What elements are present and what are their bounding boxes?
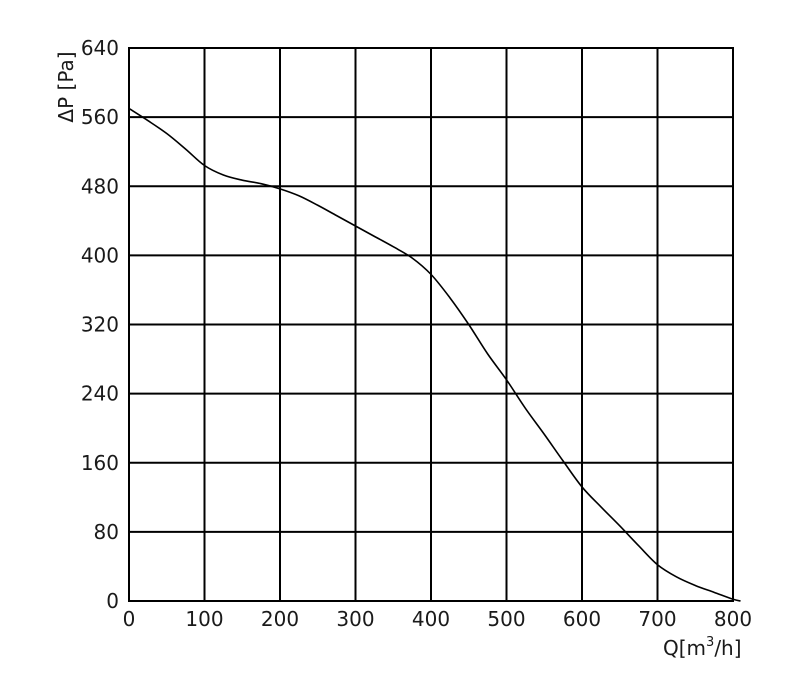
x-axis-label-superscript: 3 bbox=[706, 635, 714, 650]
x-axis-label-tail: /h] bbox=[714, 636, 741, 660]
x-tick-label: 700 bbox=[638, 607, 676, 631]
series-layer bbox=[128, 107, 741, 602]
y-tick-label: 160 bbox=[81, 451, 119, 475]
y-tick-label: 640 bbox=[81, 36, 119, 60]
x-tick-label: 200 bbox=[261, 607, 299, 631]
y-tick-labels: 0 80 160 240 320 400 480 560 640 bbox=[81, 36, 119, 613]
x-axis-label: Q[m3/h] bbox=[663, 635, 742, 660]
y-tick-label: 400 bbox=[81, 243, 119, 267]
y-tick-label: 240 bbox=[81, 382, 119, 406]
y-tick-label: 560 bbox=[81, 105, 119, 129]
x-tick-label: 400 bbox=[412, 607, 450, 631]
plot-frame bbox=[128, 47, 734, 602]
pressure-flow-curve bbox=[128, 107, 741, 602]
x-tick-label: 100 bbox=[185, 607, 223, 631]
x-tick-labels: 0 100 200 300 400 500 600 700 800 bbox=[123, 607, 752, 631]
y-tick-label: 320 bbox=[81, 313, 119, 337]
y-tick-label: 0 bbox=[106, 589, 119, 613]
x-axis-label-base: Q[m bbox=[663, 636, 706, 660]
grid-layer bbox=[129, 48, 733, 601]
x-tick-label: 0 bbox=[123, 607, 136, 631]
x-tick-label: 600 bbox=[563, 607, 601, 631]
y-tick-label: 80 bbox=[94, 520, 119, 544]
y-axis-label: ΔP [Pa] bbox=[54, 51, 78, 122]
x-tick-label: 800 bbox=[714, 607, 752, 631]
x-tick-label: 300 bbox=[336, 607, 374, 631]
plot-border bbox=[128, 47, 734, 602]
y-tick-label: 480 bbox=[81, 174, 119, 198]
x-tick-label: 500 bbox=[487, 607, 525, 631]
